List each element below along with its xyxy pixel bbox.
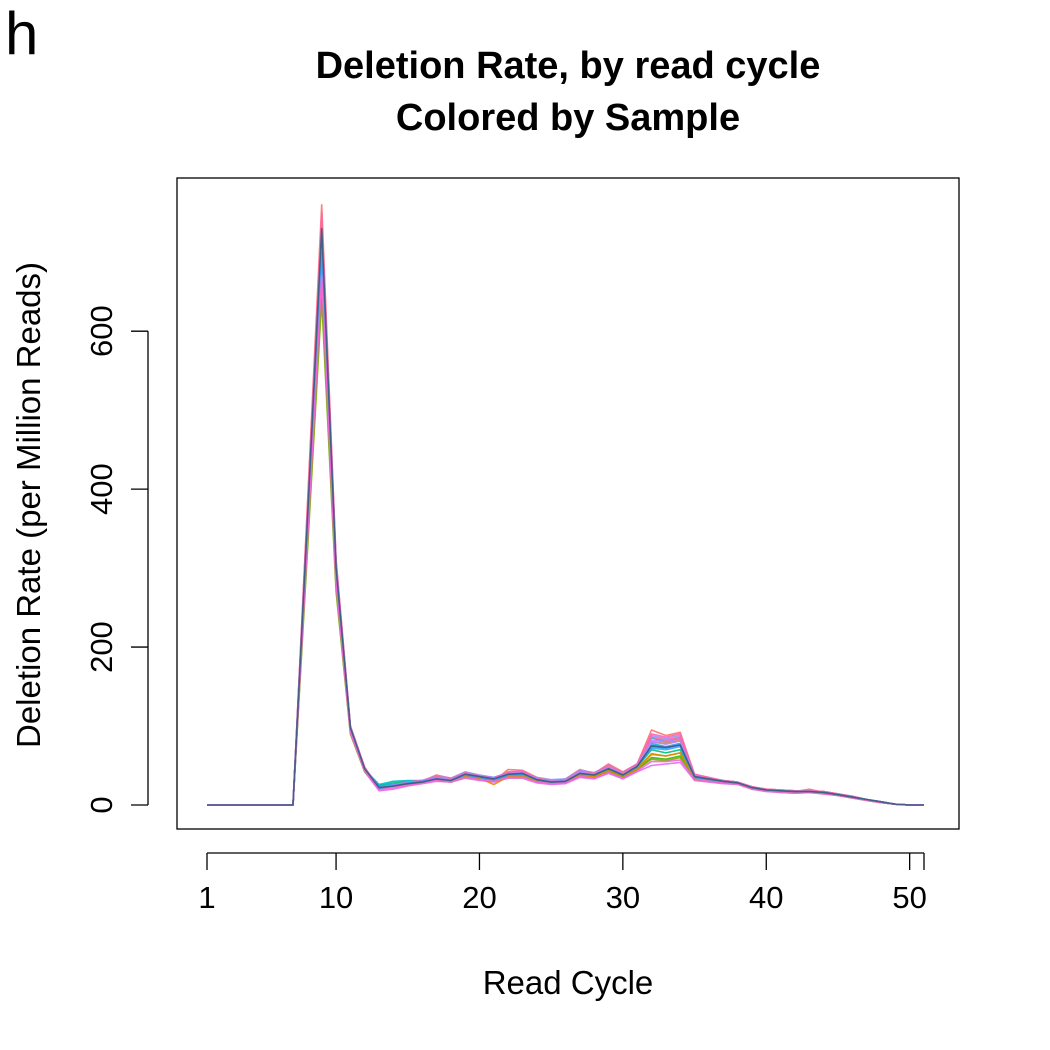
- chart-title: Deletion Rate, by read cycle: [316, 45, 821, 87]
- x-tick-label-40: 40: [749, 880, 783, 915]
- y-axis-label: Deletion Rate (per Million Reads): [10, 262, 47, 748]
- series-line-16: [207, 239, 924, 806]
- series-line-10: [207, 211, 924, 806]
- y-tick-label-400: 400: [84, 463, 119, 515]
- series-line-18: [207, 251, 924, 806]
- series-line-8: [207, 219, 924, 806]
- y-tick-label-200: 200: [84, 621, 119, 673]
- series-line-2: [207, 235, 924, 806]
- plot-frame: [176, 177, 960, 830]
- series-line-20: [207, 227, 924, 806]
- series-line-6: [207, 235, 924, 806]
- panel-label: h: [5, 0, 39, 67]
- series-layer: [207, 204, 924, 806]
- y-tick-label-0: 0: [84, 796, 119, 813]
- x-axis: 1 10 20 30 40 50: [198, 852, 927, 915]
- series-line-14: [207, 215, 924, 806]
- x-axis-label: Read Cycle: [483, 964, 654, 1001]
- x-tick-label-1: 1: [198, 880, 215, 915]
- series-line-1: [207, 204, 924, 806]
- y-tick-label-600: 600: [84, 305, 119, 357]
- series-line-7: [207, 227, 924, 806]
- series-line-17: [207, 231, 924, 806]
- series-line-13: [207, 243, 924, 806]
- series-line-11: [207, 227, 924, 806]
- chart-subtitle: Colored by Sample: [396, 97, 740, 139]
- x-tick-label-30: 30: [606, 880, 640, 915]
- x-tick-label-20: 20: [462, 880, 496, 915]
- y-axis: 0 200 400 600: [84, 305, 149, 814]
- x-tick-label-10: 10: [319, 880, 353, 915]
- series-line-19: [207, 275, 924, 806]
- x-tick-label-50: 50: [892, 880, 926, 915]
